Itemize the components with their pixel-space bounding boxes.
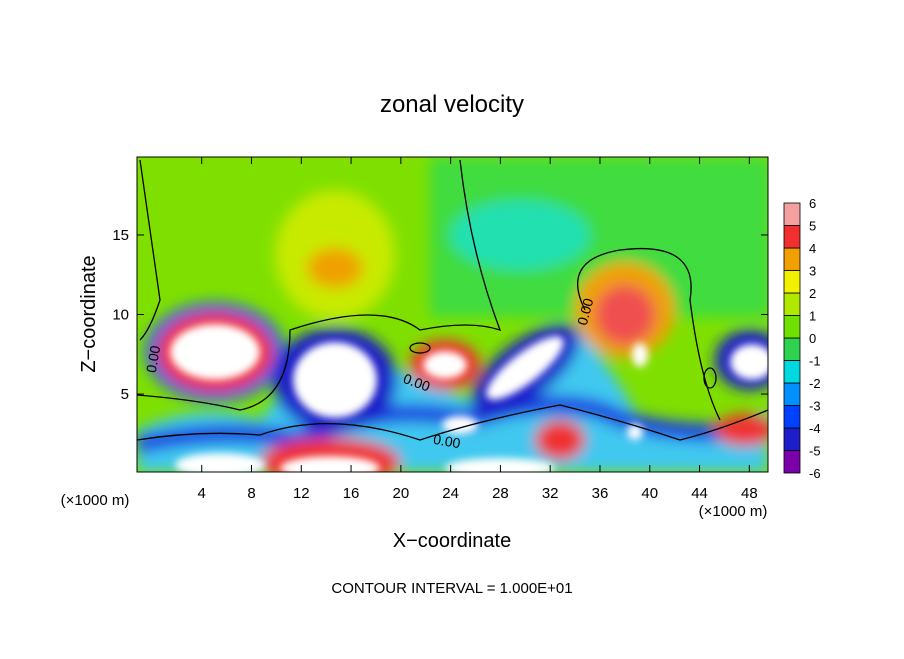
colorbar-label: 4 [809, 241, 816, 256]
colorbar-swatch [783, 247, 801, 271]
colorbar-label: -3 [809, 399, 821, 414]
footer-note: CONTOUR INTERVAL = 1.000E+01 [331, 580, 572, 597]
x-tick-label: 28 [492, 485, 509, 502]
colorbar-label: 0 [809, 331, 816, 346]
colorbar-label: -6 [809, 466, 821, 481]
contour-label: 0.00 [143, 344, 164, 374]
colorbar-label: -1 [809, 354, 821, 369]
x-tick-label: 20 [393, 485, 410, 502]
colorbar-label: 3 [809, 264, 816, 279]
colorbar-swatch [783, 427, 801, 451]
contour-label: 0.00 [432, 431, 462, 452]
x-tick-label: 16 [343, 485, 360, 502]
colorbar-swatch [783, 405, 801, 429]
contour-label: 0.00 [574, 296, 597, 327]
colorbar-label: -4 [809, 421, 821, 436]
colorbar-swatch [783, 202, 801, 226]
x-tick-label: 44 [691, 485, 708, 502]
x-unit: (×1000 m) [61, 492, 130, 509]
colorbar-label: -2 [809, 376, 821, 391]
x-tick-label: 24 [442, 485, 459, 502]
colorbar-swatch [783, 270, 801, 294]
x-tick-label: 32 [542, 485, 559, 502]
colorbar-label: 2 [809, 286, 816, 301]
chart-title: zonal velocity [380, 91, 524, 118]
colorbar-swatch [783, 292, 801, 316]
y-tick-label: 5 [121, 386, 129, 403]
x-tick-label: 36 [592, 485, 609, 502]
colorbar-swatch [783, 225, 801, 249]
axes: 4 8 12 16 20 24 28 32 36 40 44 4851015-6-5-4-3-2-10… [112, 157, 821, 502]
x-tick-label: 12 [293, 485, 310, 502]
x-tick-label: 48 [741, 485, 758, 502]
y-tick-label: 15 [112, 227, 129, 244]
field [137, 157, 768, 472]
colorbar-swatch [783, 337, 801, 361]
x-tick-label: 40 [641, 485, 658, 502]
y-tick-label: 10 [112, 307, 129, 324]
x-tick-label: 8 [247, 485, 255, 502]
colorbar-swatch [783, 382, 801, 406]
colorbar-label: 6 [809, 196, 816, 211]
colorbar-label: 5 [809, 219, 816, 234]
y-axis-label: Z−coordinate [78, 255, 100, 372]
colorbar-label: -5 [809, 444, 821, 459]
colorbar-swatch [783, 450, 801, 474]
x-unit: (×1000 m) [699, 503, 768, 520]
colorbar-swatch [783, 360, 801, 384]
colorbar-label: 1 [809, 309, 816, 324]
x-axis-label: X−coordinate [393, 530, 511, 552]
x-tick-label: 4 [198, 485, 206, 502]
colorbar-swatch [783, 315, 801, 339]
